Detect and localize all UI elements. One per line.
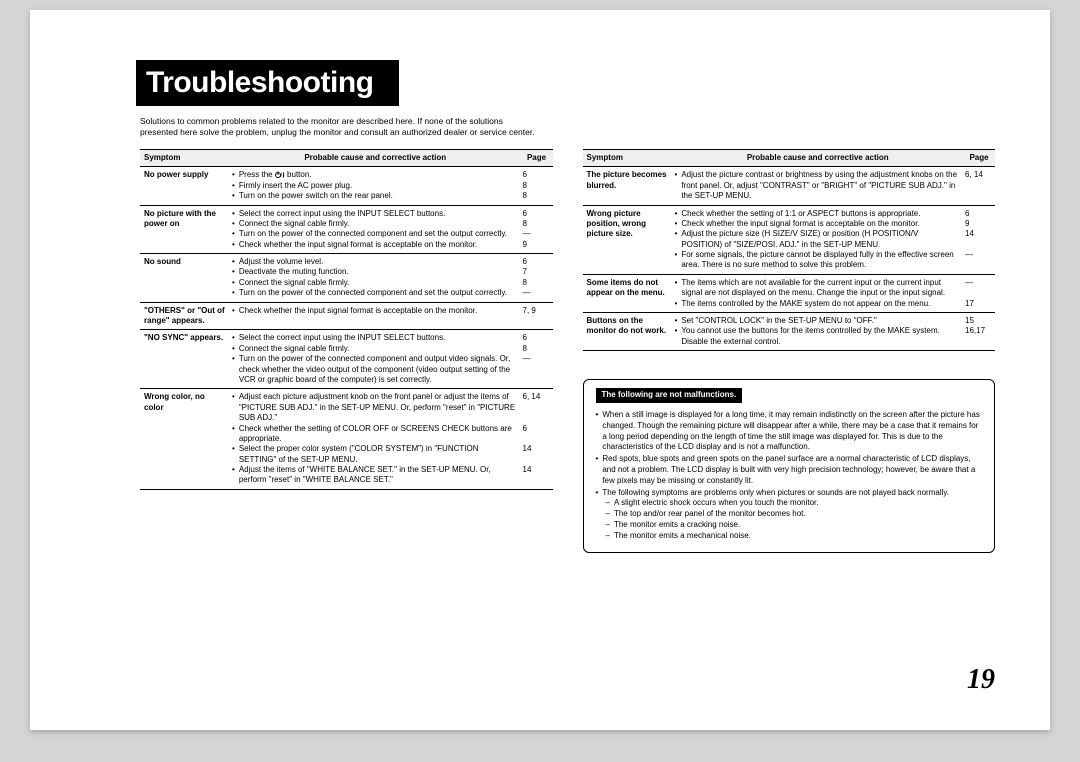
symptom-cell: "NO SYNC" appears. [140,330,230,389]
cause-cell: Set "CONTROL LOCK" in the SET-UP MENU to… [673,313,996,351]
symptom-cell: No power supply [140,167,230,205]
page-title: Troubleshooting [146,66,373,100]
troubleshooting-table-left: Symptom Probable cause and corrective ac… [140,149,553,490]
symptom-cell: No sound [140,254,230,303]
cause-cell: Adjust each picture adjustment knob on t… [230,389,553,490]
symptom-cell: "OTHERS" or "Out of range" appears. [140,302,230,330]
info-item: The following symptoms are problems only… [596,488,983,499]
cause-cell: Adjust the picture contrast or brightnes… [673,167,996,205]
table-row: The picture becomes blurred.Adjust the p… [583,167,996,205]
intro-text: Solutions to common problems related to … [140,116,540,139]
content-columns: Symptom Probable cause and corrective ac… [140,149,995,553]
manual-page: Troubleshooting Solutions to common prob… [30,10,1050,730]
symptom-cell: The picture becomes blurred. [583,167,673,205]
col-header-page: Page [521,149,553,166]
symptom-cell: Buttons on the monitor do not work. [583,313,673,351]
info-item: Red spots, blue spots and green spots on… [596,454,983,486]
table-row: No power supplyPress the / button.6Firml… [140,167,553,205]
symptom-cell: No picture with the power on [140,205,230,254]
cause-cell: Adjust the volume level.6Deactivate the … [230,254,553,303]
symptom-cell: Wrong color, no color [140,389,230,490]
table-row: Wrong picture position, wrong picture si… [583,205,996,274]
cause-cell: Press the / button.6Firmly insert the AC… [230,167,553,205]
table-row: "OTHERS" or "Out of range" appears.Check… [140,302,553,330]
col-header-symptom: Symptom [140,149,230,166]
left-column: Symptom Probable cause and corrective ac… [140,149,553,553]
svg-text:/: / [280,173,282,179]
info-item: When a still image is displayed for a lo… [596,410,983,453]
troubleshooting-table-right: Symptom Probable cause and corrective ac… [583,149,996,351]
cause-cell: Check whether the setting of 1:1 or ASPE… [673,205,996,274]
col-header-cause: Probable cause and corrective action [673,149,964,166]
info-subitem: The monitor emits a mechanical noise. [596,531,983,542]
table-row: "NO SYNC" appears.Select the correct inp… [140,330,553,389]
info-box-title: The following are not malfunctions. [596,388,743,403]
info-subitem: The monitor emits a cracking noise. [596,520,983,531]
symptom-cell: Some items do not appear on the menu. [583,274,673,312]
table-row: Buttons on the monitor do not work.Set "… [583,313,996,351]
cause-cell: The items which are not available for th… [673,274,996,312]
cause-cell: Select the correct input using the INPUT… [230,330,553,389]
col-header-symptom: Symptom [583,149,673,166]
info-subitem: The top and/or rear panel of the monitor… [596,509,983,520]
table-row: Wrong color, no colorAdjust each picture… [140,389,553,490]
symptom-cell: Wrong picture position, wrong picture si… [583,205,673,274]
table-row: Some items do not appear on the menu.The… [583,274,996,312]
table-row: No picture with the power onSelect the c… [140,205,553,254]
col-header-page: Page [963,149,995,166]
col-header-cause: Probable cause and corrective action [230,149,521,166]
right-column: Symptom Probable cause and corrective ac… [583,149,996,553]
page-number: 19 [967,664,995,696]
cause-cell: Check whether the input signal format is… [230,302,553,330]
info-subitem: A slight electric shock occurs when you … [596,498,983,509]
title-bar: Troubleshooting [136,60,399,106]
cause-cell: Select the correct input using the INPUT… [230,205,553,254]
table-row: No soundAdjust the volume level.6Deactiv… [140,254,553,303]
info-box: The following are not malfunctions. When… [583,379,996,552]
